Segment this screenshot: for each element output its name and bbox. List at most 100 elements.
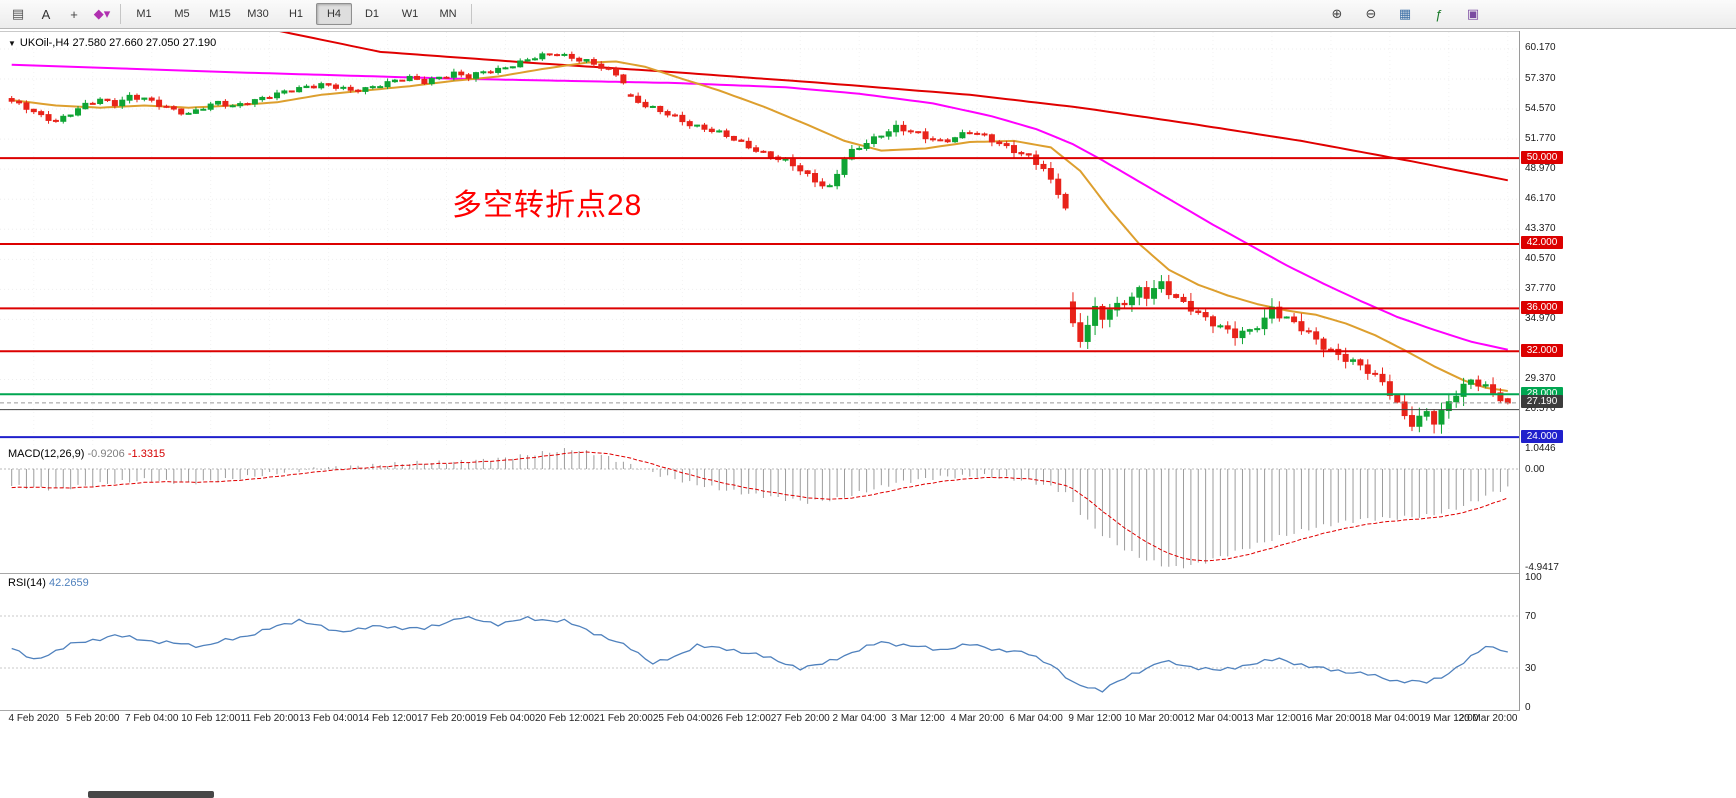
- tile-windows-icon[interactable]: ▦: [1398, 6, 1412, 21]
- macd-scale-label: -4.9417: [1525, 562, 1559, 574]
- indicators-icon[interactable]: ƒ: [1435, 6, 1443, 22]
- macd-name: MACD(12,26,9): [8, 448, 85, 460]
- chart-symbol-ohlc: UKOil-,H4 27.580 27.660 27.050 27.190: [19, 37, 217, 49]
- time-label: 4 Mar 20:00: [950, 713, 1004, 724]
- time-label: 10 Mar 20:00: [1124, 713, 1184, 724]
- ma-mid-magenta: [11, 63, 1509, 351]
- macd-label: MACD(12,26,9) -0.9206 -1.3315: [8, 448, 165, 460]
- price-label: 43.370: [1525, 222, 1556, 234]
- toolbar-left-tools: ▤ A + ◆▾: [5, 2, 115, 26]
- macd-histogram: [11, 448, 1509, 569]
- rsi-value: 42.2659: [48, 577, 89, 589]
- timeframe-m5[interactable]: M5: [174, 8, 190, 20]
- ma-slow-red: [279, 32, 1508, 182]
- macd-main-value: -0.9206: [87, 448, 125, 460]
- rsi-scale-label: 70: [1525, 610, 1537, 622]
- time-label: 12 Mar 04:00: [1183, 713, 1243, 724]
- price-label: 29.370: [1525, 373, 1556, 385]
- time-label: 27 Feb 20:00: [770, 713, 830, 724]
- price-badge-level: 42.000: [1521, 236, 1563, 250]
- price-label: 26.570: [1525, 403, 1556, 415]
- time-label: 20 Mar 20:00: [1458, 713, 1518, 724]
- time-label: 26 Feb 12:00: [711, 713, 771, 724]
- time-label: 19 Feb 04:00: [476, 713, 535, 724]
- time-label: 13 Feb 04:00: [299, 713, 359, 724]
- time-label: 14 Feb 12:00: [358, 713, 418, 724]
- zoom-in-icon[interactable]: ⊕: [1331, 6, 1343, 21]
- price-badge-level: 24.000: [1521, 429, 1563, 443]
- price-label: 37.770: [1525, 282, 1556, 294]
- chart-window: ▼ UKOil-,H4 27.580 27.660 27.050 27.190 多…: [0, 29, 1566, 798]
- timeframe-w1[interactable]: W1: [401, 8, 419, 20]
- time-label: 21 Feb 20:00: [593, 713, 653, 724]
- templates-icon[interactable]: ▣: [1466, 6, 1480, 21]
- chart-style-icon[interactable]: ◆▾: [93, 6, 111, 21]
- rsi-label: RSI(14) 42.2659: [8, 577, 89, 589]
- time-label: 4 Feb 2020: [8, 713, 60, 724]
- moving-averages: [11, 32, 1509, 392]
- timeframe-d1[interactable]: D1: [364, 8, 380, 20]
- chart-title: ▼ UKOil-,H4 27.580 27.660 27.050 27.190: [8, 37, 216, 49]
- time-label: 18 Mar 04:00: [1360, 713, 1420, 724]
- price-axis: 60.170 57.370 54.570 51.770 48.970 46.170 43.3…: [1519, 31, 1566, 713]
- support-resistance-lines[interactable]: [0, 157, 1519, 439]
- price-badge-level: 32.000: [1521, 343, 1563, 357]
- time-label: 10 Feb 12:00: [181, 713, 241, 724]
- timeframe-m1[interactable]: M1: [136, 8, 152, 20]
- price-badge-level: 36.000: [1521, 300, 1563, 314]
- current-price-badge: 27.190: [1521, 395, 1563, 409]
- time-label: 25 Feb 04:00: [652, 713, 712, 724]
- rsi-scale-label: 100: [1525, 571, 1542, 583]
- timeframe-h1[interactable]: H1: [288, 8, 304, 20]
- charts-list-icon[interactable]: ▤: [11, 6, 25, 21]
- rsi-panel: RSI(14) 42.2659: [0, 574, 1519, 711]
- timeframe-mn[interactable]: MN: [439, 8, 457, 20]
- time-label: 16 Mar 20:00: [1301, 713, 1361, 724]
- time-label: 5 Feb 20:00: [66, 713, 120, 724]
- toolbar-separator: [471, 4, 472, 24]
- macd-signal-value: -1.3315: [127, 448, 166, 460]
- time-label: 19 Mar 12:00: [1419, 713, 1479, 724]
- macd-canvas: [0, 448, 1519, 569]
- crosshair-icon[interactable]: +: [70, 6, 78, 22]
- rsi-canvas: [0, 615, 1519, 693]
- time-label: 7 Feb 04:00: [125, 713, 179, 724]
- price-label: 54.570: [1525, 102, 1556, 114]
- price-chart-canvas: [0, 32, 1519, 445]
- rsi-name: RSI(14): [8, 577, 46, 589]
- annotation-text[interactable]: 多空转折点28: [452, 189, 643, 222]
- taskbar-fragment: [88, 791, 214, 798]
- rsi-scale-label: 0: [1525, 701, 1531, 713]
- price-label: 34.970: [1525, 312, 1556, 324]
- toolbar-separator: [120, 4, 121, 24]
- price-label: 40.570: [1525, 252, 1556, 264]
- time-label: 11 Feb 20:00: [240, 713, 299, 724]
- time-label: 20 Feb 12:00: [534, 713, 594, 724]
- macd-scale-label: 0.00: [1525, 463, 1545, 475]
- rsi-scale-label: 30: [1525, 662, 1537, 674]
- time-label: 2 Mar 04:00: [832, 713, 886, 724]
- zoom-out-icon[interactable]: ⊖: [1365, 6, 1377, 21]
- time-axis: 4 Feb 2020 5 Feb 20:00 7 Feb 04:00 10 Feb 1…: [0, 711, 1519, 727]
- macd-panel: MACD(12,26,9) -0.9206 -1.3315: [0, 445, 1519, 574]
- time-label: 13 Mar 12:00: [1242, 713, 1302, 724]
- text-label-icon[interactable]: A: [41, 6, 51, 22]
- time-label: 3 Mar 12:00: [891, 713, 945, 724]
- price-label: 48.970: [1525, 162, 1556, 174]
- main-toolbar: ▤ A + ◆▾ M1 M5 M15 M30 H1 H4 D1 W1 MN ⊕ ⊖ ▦ ƒ ▣: [0, 0, 1736, 29]
- price-label: 57.370: [1525, 72, 1556, 84]
- timeframe-m30[interactable]: M30: [247, 8, 269, 20]
- macd-scale-label: 1.0446: [1525, 442, 1556, 454]
- time-label: 9 Mar 12:00: [1068, 713, 1122, 724]
- price-badge-level: 50.000: [1521, 150, 1563, 164]
- timeframe-m15[interactable]: M15: [209, 8, 231, 20]
- timeframe-h4[interactable]: H4: [316, 3, 352, 25]
- macd-signal-line: [11, 451, 1508, 562]
- price-label: 46.170: [1525, 192, 1556, 204]
- collapse-arrow-icon[interactable]: ▼: [8, 39, 16, 48]
- price-label: 51.770: [1525, 132, 1556, 144]
- price-label: 60.170: [1525, 42, 1556, 54]
- time-label: 17 Feb 20:00: [417, 713, 476, 724]
- ma-fast-orange: [11, 60, 1508, 392]
